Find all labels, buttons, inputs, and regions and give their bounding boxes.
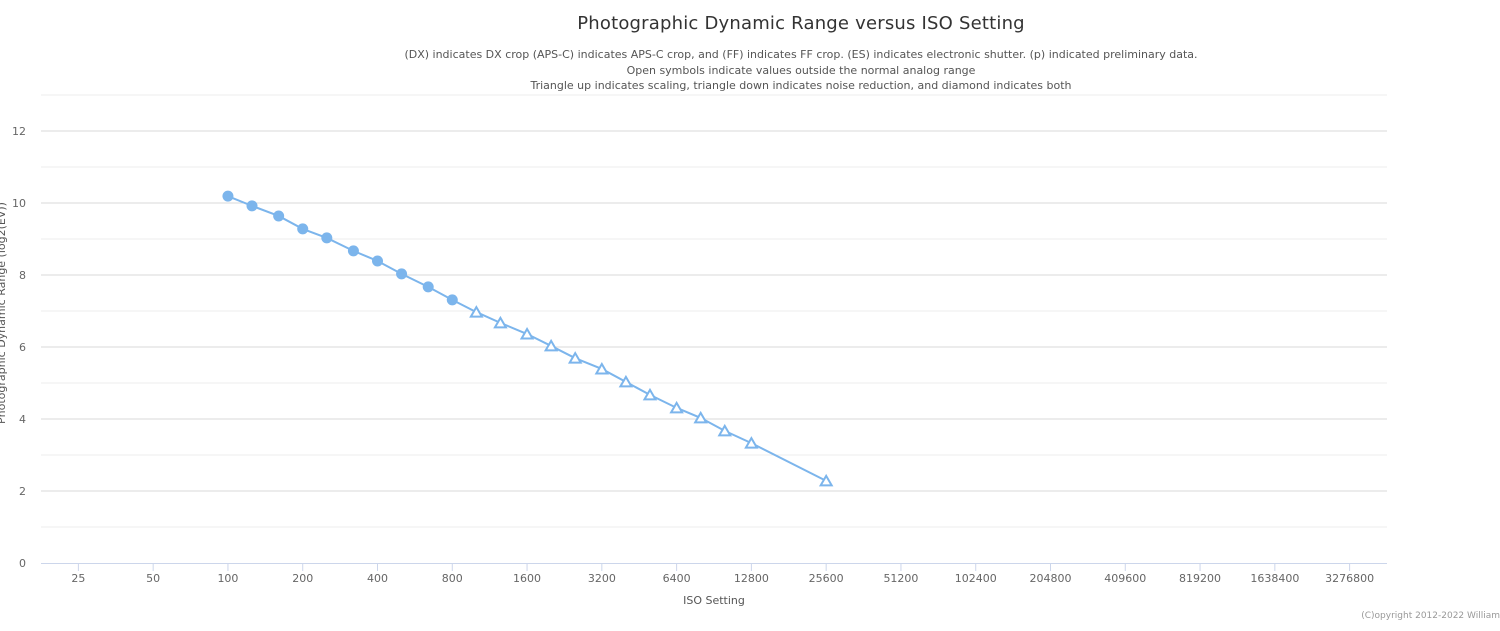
- data-point-open-triangle[interactable]: [669, 400, 684, 414]
- y-tick-label: 6: [19, 341, 26, 354]
- x-tick-label: 102400: [955, 572, 997, 585]
- data-point-circle[interactable]: [372, 255, 383, 267]
- gridlines: [41, 94, 1387, 528]
- data-point-circle[interactable]: [321, 232, 333, 244]
- data-point-open-triangle[interactable]: [594, 361, 610, 375]
- data-point-circle[interactable]: [222, 190, 234, 202]
- x-tick-label: 12800: [734, 572, 769, 585]
- data-point-open-triangle[interactable]: [618, 374, 634, 388]
- x-tick-label: 50: [146, 572, 160, 585]
- data-point-open-triangle[interactable]: [744, 436, 759, 449]
- x-tick-label: 25600: [809, 572, 844, 585]
- y-tick-label: 0: [19, 557, 26, 570]
- data-point-circle[interactable]: [297, 223, 309, 235]
- x-tick-label: 3276800: [1325, 572, 1374, 585]
- data-point-circle[interactable]: [246, 200, 258, 212]
- y-axis: 0 2 4 6 8 10 12: [12, 125, 26, 570]
- data-point-open-triangle[interactable]: [717, 423, 732, 437]
- data-point-open-triangle[interactable]: [543, 338, 559, 352]
- y-tick-label: 4: [19, 413, 26, 426]
- x-tick-label: 200: [292, 572, 313, 585]
- data-point-circle[interactable]: [273, 210, 285, 222]
- data-point-open-triangle[interactable]: [493, 315, 508, 329]
- x-tick-label: 1638400: [1250, 572, 1299, 585]
- data-point-open-triangle[interactable]: [642, 387, 658, 401]
- y-tick-label: 2: [19, 485, 26, 498]
- x-tick-label: 51200: [883, 572, 918, 585]
- data-point-open-triangle[interactable]: [567, 351, 583, 364]
- y-axis-label: Photographic Dynamic Range (log2(EV)): [0, 202, 8, 424]
- x-axis: 25 50 100 200 400 800 1600 3200 6400 12800 25600 51…: [41, 563, 1387, 585]
- x-tick-label: 3200: [588, 572, 616, 585]
- x-tick-label: 100: [217, 572, 238, 585]
- data-point-open-triangle[interactable]: [818, 473, 834, 487]
- x-tick-label: 1600: [513, 572, 541, 585]
- data-point-open-triangle[interactable]: [693, 410, 708, 424]
- x-tick-label: 204800: [1030, 572, 1072, 585]
- x-tick-label: 800: [442, 572, 463, 585]
- copyright-credit: (C)opyright 2012-2022 William: [1361, 611, 1500, 621]
- data-point-circle[interactable]: [422, 281, 434, 293]
- x-axis-label: ISO Setting: [683, 594, 745, 607]
- data-point-open-triangle[interactable]: [469, 305, 484, 318]
- chart-subtitle: (DX) indicates DX crop (APS-C) indicates…: [0, 47, 1500, 94]
- y-tick-label: 10: [12, 197, 26, 210]
- subtitle-line-2: Open symbols indicate values outside the…: [626, 63, 976, 77]
- subtitle-line-1: (DX) indicates DX crop (APS-C) indicates…: [404, 48, 1198, 61]
- x-tick-label: 25: [71, 572, 85, 585]
- data-point-open-triangle[interactable]: [519, 327, 535, 340]
- y-tick-label: 8: [19, 269, 26, 282]
- y-tick-label: 12: [12, 125, 26, 138]
- x-tick-label: 819200: [1179, 572, 1221, 585]
- x-tick-label: 6400: [663, 572, 691, 585]
- data-series: [222, 190, 834, 487]
- data-point-circle[interactable]: [347, 245, 359, 257]
- chart-title: Photographic Dynamic Range versus ISO Se…: [577, 13, 1025, 34]
- data-point-circle[interactable]: [396, 268, 408, 280]
- x-tick-label: 400: [367, 572, 388, 585]
- subtitle-line-3: Triangle up indicates scaling, triangle …: [530, 79, 1072, 92]
- data-point-circle[interactable]: [446, 294, 458, 306]
- x-tick-label: 409600: [1104, 572, 1146, 585]
